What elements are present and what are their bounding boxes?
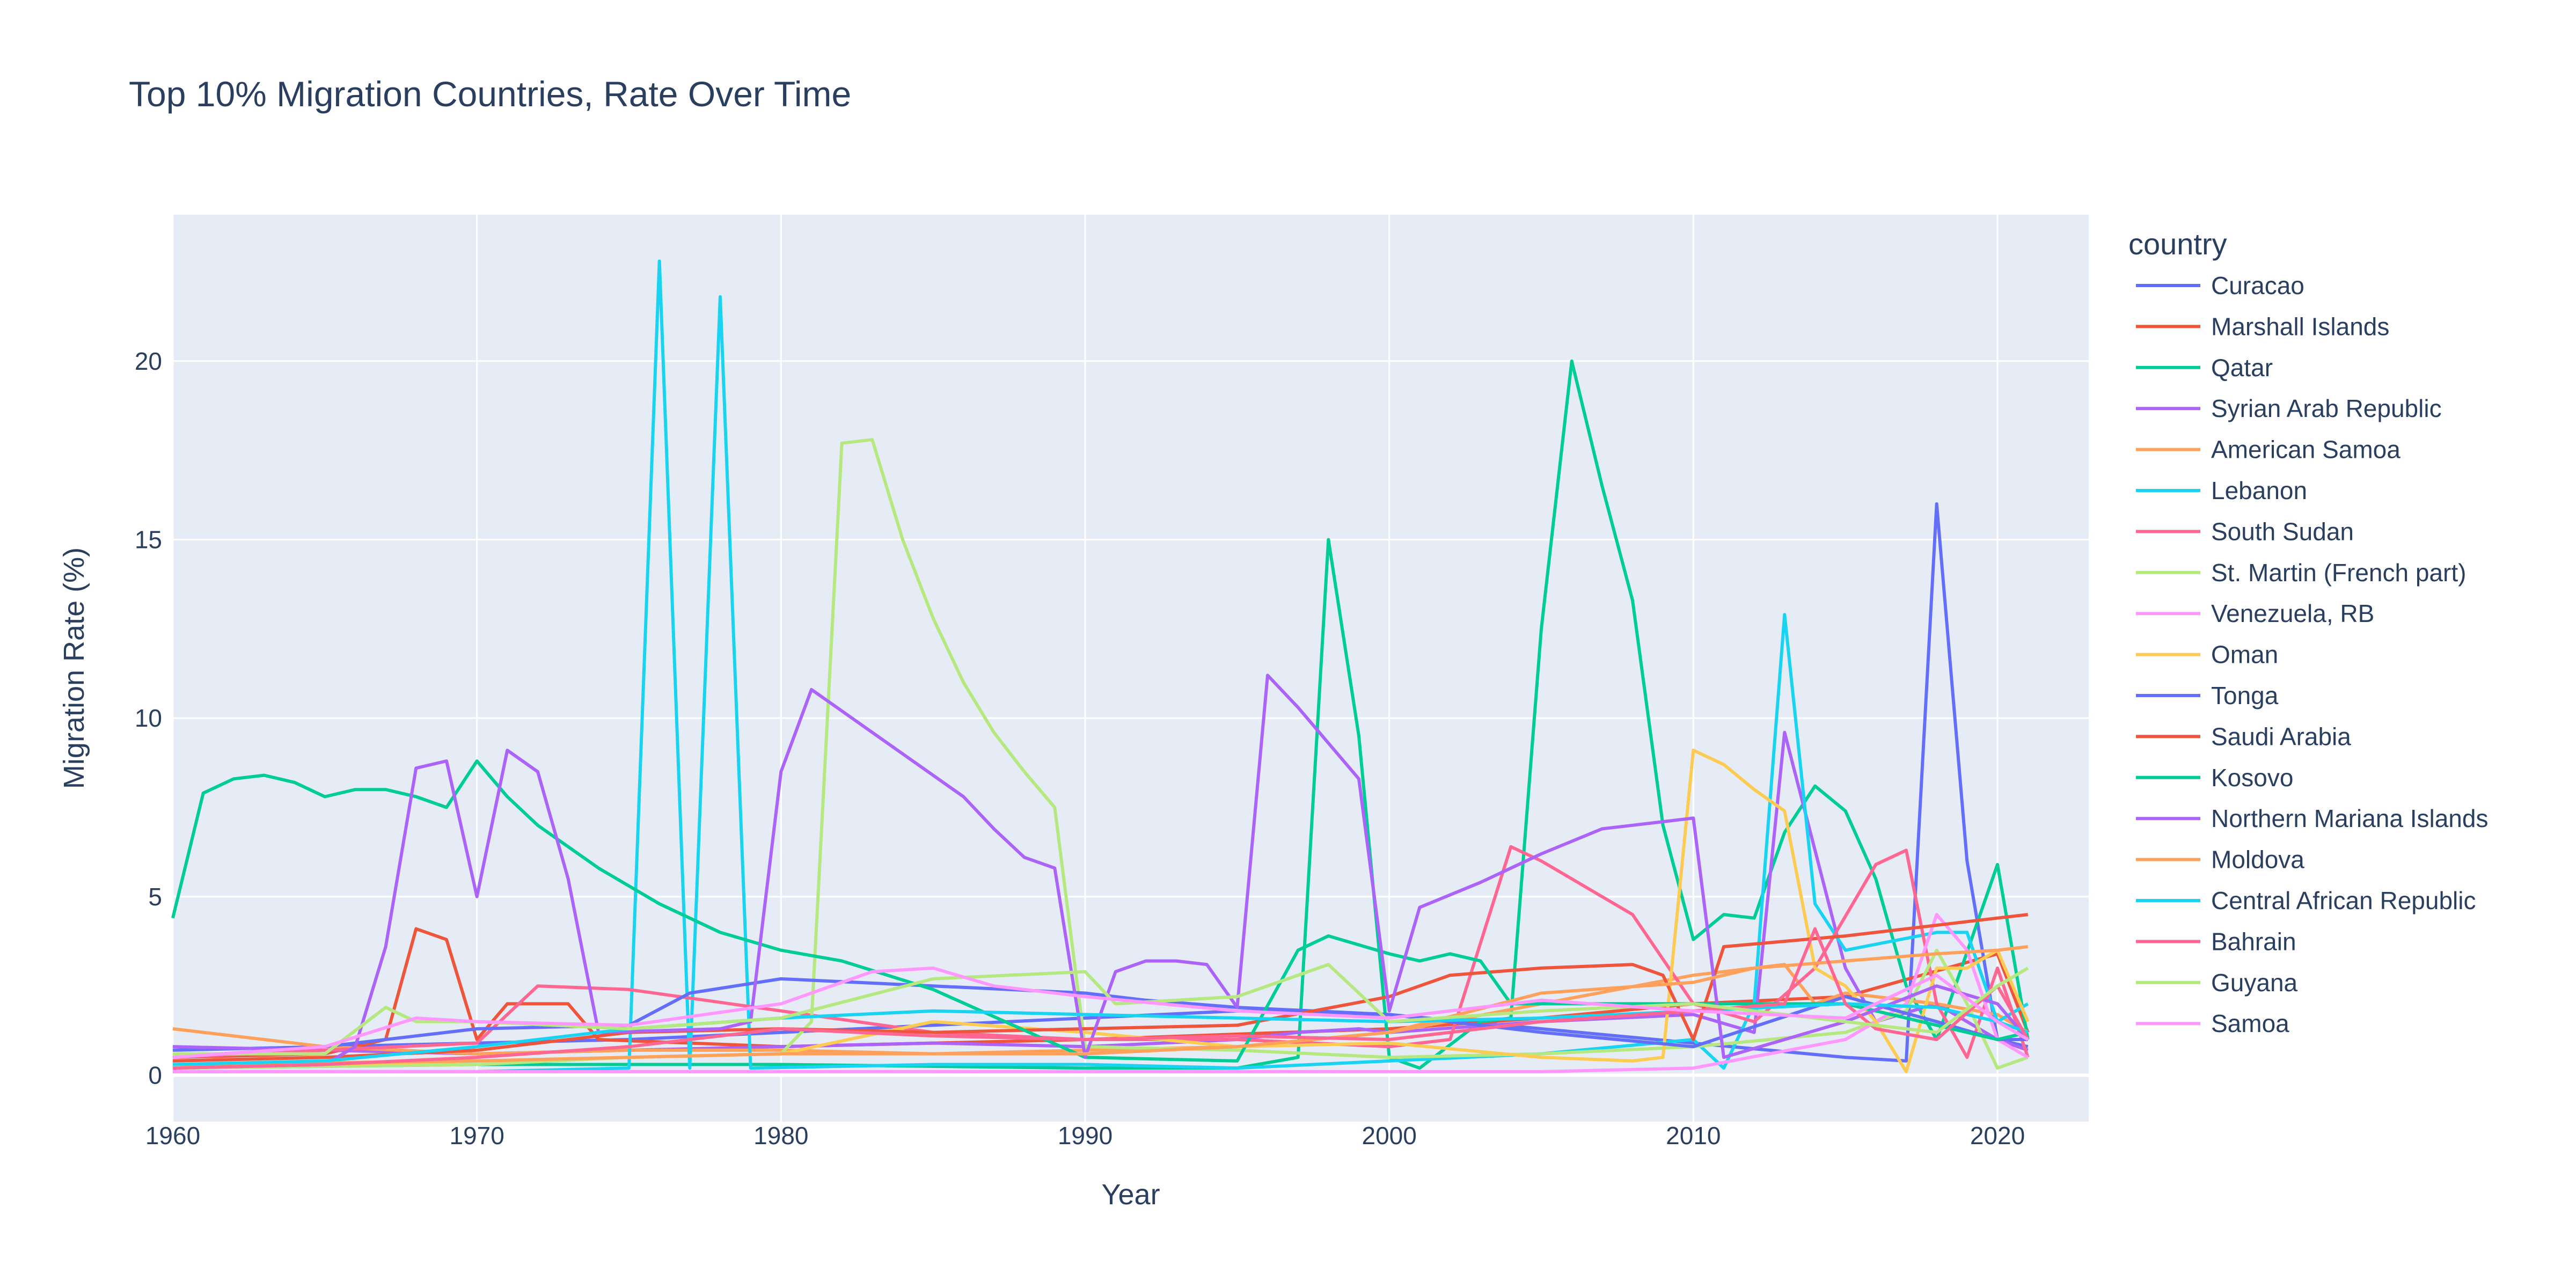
- legend-item[interactable]: Qatar: [2136, 354, 2273, 382]
- x-tick-label: 2010: [1666, 1122, 1721, 1150]
- series-line: [172, 1002, 2029, 1066]
- legend-items: Curacao Marshall Islands Qatar Syrian Arab …: [2136, 272, 2488, 1037]
- legend-label: Oman: [2211, 641, 2278, 669]
- legend-item[interactable]: Samoa: [2136, 1009, 2289, 1037]
- legend-label: Venezuela, RB: [2211, 599, 2374, 627]
- legend-item[interactable]: Oman: [2136, 641, 2278, 669]
- legend-label: American Samoa: [2211, 436, 2401, 464]
- legend-title: country: [2128, 227, 2227, 261]
- series-line: [172, 966, 2029, 1059]
- legend-item[interactable]: Curacao: [2136, 272, 2304, 299]
- y-tick-label: 15: [135, 525, 162, 553]
- series-lines: [171, 259, 2030, 1073]
- series-line: [171, 759, 2029, 1063]
- legend-label: Kosovo: [2211, 764, 2293, 792]
- legend-label: Qatar: [2211, 354, 2273, 382]
- series-line: [172, 359, 2030, 1070]
- y-tick-label: 5: [148, 883, 162, 911]
- legend-item[interactable]: Lebanon: [2136, 477, 2307, 504]
- legend-label: Marshall Islands: [2211, 312, 2389, 340]
- legend-item[interactable]: Marshall Islands: [2136, 312, 2389, 340]
- legend-label: Syrian Arab Republic: [2211, 394, 2442, 422]
- series-line: [172, 927, 2030, 1059]
- legend-label: Northern Mariana Islands: [2211, 804, 2488, 832]
- legend-item[interactable]: Guyana: [2136, 969, 2298, 997]
- series-line: [173, 963, 2029, 1056]
- legend-item[interactable]: Central African Republic: [2136, 887, 2476, 914]
- series-line: [172, 845, 2030, 1059]
- legend-label: St. Martin (French part): [2211, 559, 2466, 587]
- legend-item[interactable]: St. Martin (French part): [2136, 559, 2466, 587]
- x-tick-label: 1960: [145, 1122, 200, 1150]
- legend-label: Moldova: [2211, 846, 2304, 874]
- series-line: [172, 927, 2030, 1070]
- legend-item[interactable]: South Sudan: [2136, 517, 2354, 545]
- legend-label: Bahrain: [2211, 927, 2296, 955]
- legend-label: Central African Republic: [2211, 887, 2476, 914]
- plot-area: [173, 215, 2089, 1122]
- y-axis-ticks: 0 5 10 15 20: [135, 347, 162, 1089]
- x-tick-label: 1990: [1058, 1122, 1113, 1150]
- legend-item[interactable]: Bahrain: [2136, 927, 2296, 955]
- legend-label: Tonga: [2211, 682, 2279, 709]
- legend-item[interactable]: Saudi Arabia: [2136, 722, 2351, 750]
- legend-label: Samoa: [2211, 1009, 2289, 1037]
- x-axis-ticks: 1960 1970 1980 1990 2000 2010 2020: [145, 1122, 2025, 1150]
- y-tick-label: 0: [148, 1062, 162, 1089]
- legend-item[interactable]: American Samoa: [2136, 436, 2401, 464]
- legend-item[interactable]: Tonga: [2136, 682, 2279, 709]
- series-line: [172, 438, 2029, 1070]
- series-line: [173, 259, 2029, 1073]
- x-axis-title: Year: [1101, 1179, 1160, 1211]
- legend-item[interactable]: Venezuela, RB: [2136, 599, 2374, 627]
- x-tick-label: 2020: [1970, 1122, 2025, 1150]
- legend-item[interactable]: Moldova: [2136, 846, 2304, 874]
- y-axis-title: Migration Rate (%): [58, 547, 90, 789]
- legend-label: South Sudan: [2211, 517, 2354, 545]
- grid-lines: [172, 215, 2089, 1122]
- y-tick-label: 10: [135, 704, 162, 732]
- legend-item[interactable]: Syrian Arab Republic: [2136, 394, 2442, 422]
- x-tick-label: 2000: [1362, 1122, 1416, 1150]
- series-line: [173, 913, 2029, 1073]
- x-tick-label: 1980: [753, 1122, 808, 1150]
- x-tick-label: 1970: [449, 1122, 504, 1150]
- legend-label: Guyana: [2211, 969, 2298, 997]
- legend-item[interactable]: Northern Mariana Islands: [2136, 804, 2488, 832]
- legend-label: Curacao: [2211, 272, 2304, 299]
- y-tick-label: 20: [135, 347, 162, 375]
- legend-label: Saudi Arabia: [2211, 722, 2351, 750]
- series-line: [172, 913, 2029, 1063]
- series-line: [172, 945, 2029, 1066]
- legend-item[interactable]: Kosovo: [2136, 764, 2293, 792]
- legend-label: Lebanon: [2211, 477, 2307, 504]
- legend: country Curacao Marshall Islands Qatar Syri…: [2128, 227, 2488, 1037]
- chart-title: Top 10% Migration Countries, Rate Over T…: [129, 74, 851, 114]
